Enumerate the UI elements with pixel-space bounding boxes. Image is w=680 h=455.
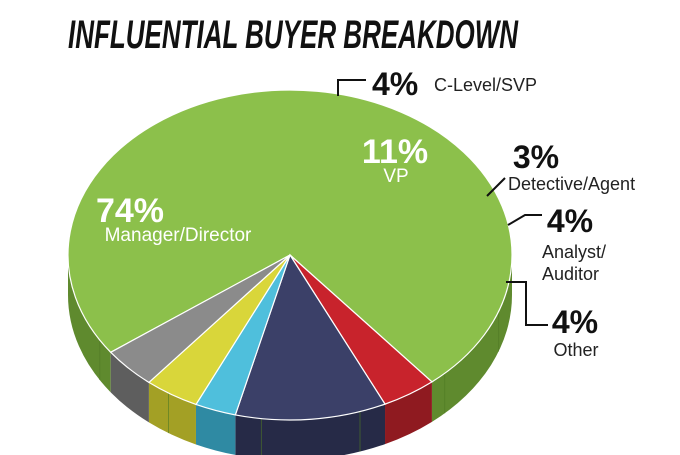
slice-percent-label: 11%	[362, 133, 428, 171]
chart-title: INFLUENTIAL BUYER BREAKDOWN	[68, 13, 519, 57]
pie-slice	[67, 89, 513, 383]
pie-side-segment	[110, 352, 149, 423]
pie-side-segment	[431, 255, 512, 422]
leader-line	[486, 177, 506, 197]
slice-category-label: Manager/Director	[105, 225, 252, 246]
leader-line	[506, 281, 548, 326]
slice-percent-label: 4%	[547, 203, 593, 239]
pie-side-segment	[385, 381, 432, 445]
slice-category-label: Detective/Agent	[508, 174, 635, 194]
pie-slice	[109, 254, 291, 384]
slice-percent-label: 4%	[372, 66, 418, 102]
slice-category-label: C-Level/SVP	[434, 75, 537, 95]
slice-category-label: Other	[553, 340, 598, 360]
slice-category-label: VP	[383, 166, 408, 187]
pie-side-segment	[195, 404, 236, 455]
slice-percent-label: 74%	[96, 192, 164, 230]
leader-line	[507, 214, 542, 226]
slice-labels: 74%Manager/Director 4% C-Level/SVP 11%VP 3%D…	[96, 66, 635, 360]
pie-slice	[234, 253, 386, 421]
leader-line	[337, 79, 366, 96]
pie-side-segment	[235, 404, 386, 455]
pie-side	[68, 255, 512, 455]
leader-lines	[337, 79, 548, 326]
slice-percent-label: 4%	[552, 304, 598, 340]
pie-top	[67, 89, 513, 421]
slice-category-label: Analyst/Auditor	[542, 242, 606, 284]
slice-percent-label: 3%	[513, 139, 559, 175]
pie-side-segment	[148, 382, 196, 445]
